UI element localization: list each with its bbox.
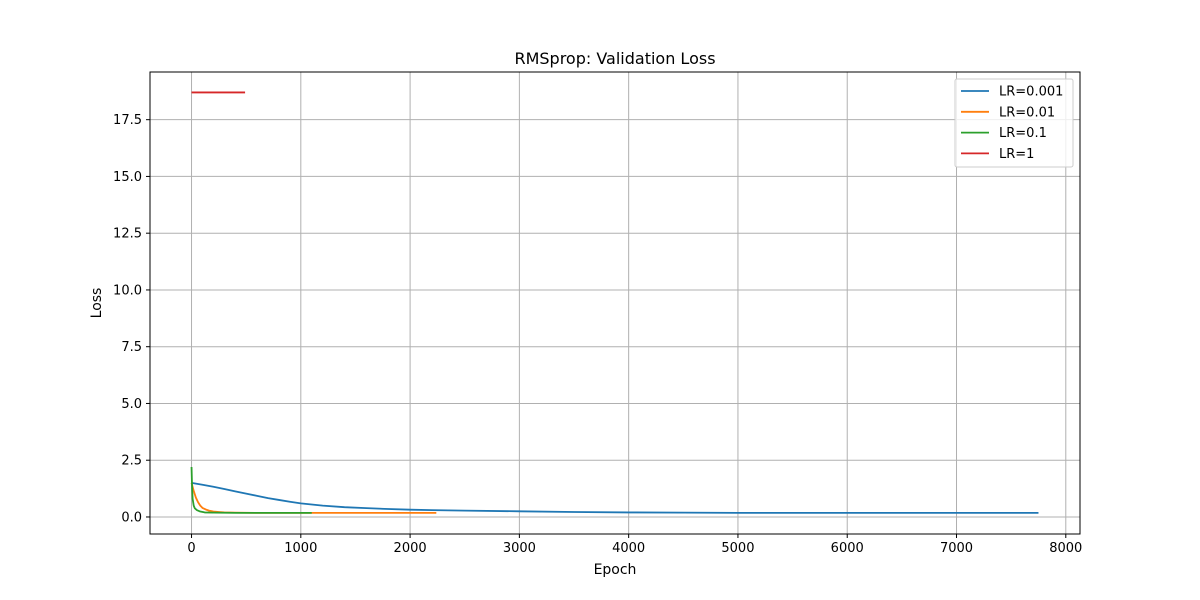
y-tick-label: 10.0 bbox=[113, 283, 142, 298]
legend: LR=0.001 LR=0.01 LR=0.1 LR=1 bbox=[954, 78, 1074, 168]
series-line bbox=[190, 467, 312, 514]
x-tick-label: 6000 bbox=[831, 541, 864, 556]
legend-entry: LR=0.001 bbox=[999, 85, 1063, 100]
legend-entry: LR=1 bbox=[999, 147, 1034, 162]
x-tick-label: 7000 bbox=[940, 541, 973, 556]
series-lines bbox=[190, 91, 1039, 514]
series-line bbox=[191, 482, 1039, 514]
legend-frame bbox=[954, 78, 1074, 168]
y-tick-label: 17.5 bbox=[113, 113, 142, 128]
y-tick-label: 15.0 bbox=[113, 170, 142, 185]
plot-frame bbox=[149, 71, 1081, 535]
x-axis-ticks: 0 1000 2000 3000 4000 5000 6000 7000 8000 bbox=[187, 534, 1082, 556]
x-tick-label: 0 bbox=[187, 541, 195, 556]
x-tick-label: 4000 bbox=[612, 541, 645, 556]
legend-entry: LR=0.1 bbox=[999, 126, 1047, 141]
x-tick-label: 8000 bbox=[1049, 541, 1082, 556]
y-tick-label: 12.5 bbox=[113, 227, 142, 242]
x-tick-label: 1000 bbox=[284, 541, 317, 556]
y-tick-label: 2.5 bbox=[121, 454, 142, 469]
y-axis-label: Loss bbox=[89, 288, 105, 319]
chart-title: RMSprop: Validation Loss bbox=[514, 49, 715, 68]
y-tick-label: 7.5 bbox=[121, 340, 142, 355]
plot-background bbox=[150, 72, 1080, 534]
x-tick-label: 2000 bbox=[394, 541, 427, 556]
y-tick-label: 5.0 bbox=[121, 397, 142, 412]
x-tick-label: 5000 bbox=[721, 541, 754, 556]
x-tick-label: 3000 bbox=[503, 541, 536, 556]
y-axis-ticks: 0.0 2.5 5.0 7.5 10.0 12.5 15.0 17.5 bbox=[113, 113, 150, 525]
x-axis-label: Epoch bbox=[594, 562, 637, 578]
y-tick-label: 0.0 bbox=[121, 510, 142, 525]
legend-entry: LR=0.01 bbox=[999, 105, 1055, 120]
